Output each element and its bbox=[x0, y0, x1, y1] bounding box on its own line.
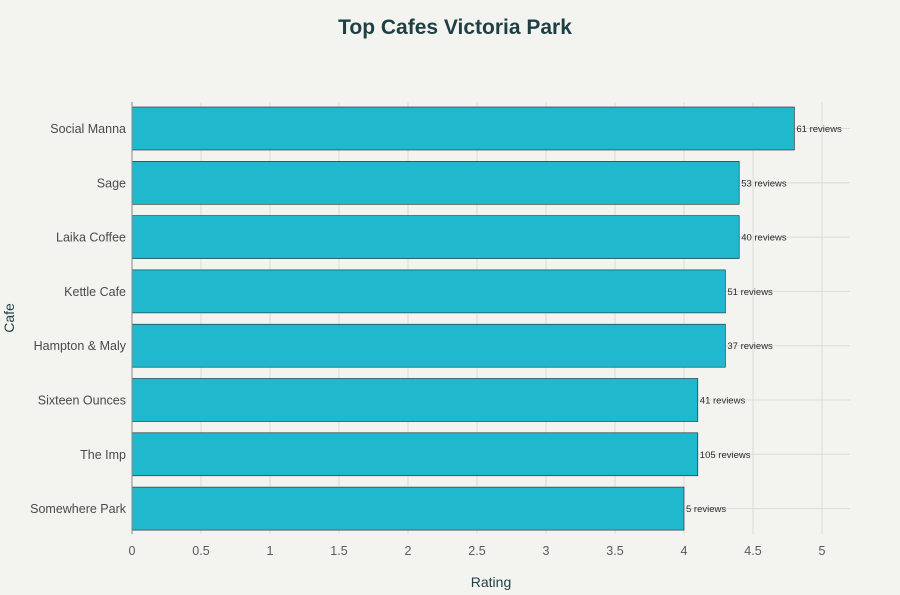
y-axis-title: Cafe bbox=[1, 303, 17, 333]
x-axis-title: Rating bbox=[471, 574, 511, 590]
data-label: 105 reviews bbox=[700, 450, 751, 461]
bar bbox=[131, 378, 699, 422]
y-tick-label: The Imp bbox=[80, 448, 126, 462]
x-tick-label: 0.5 bbox=[192, 544, 209, 558]
chart-title: Top Cafes Victoria Park bbox=[338, 16, 572, 39]
bar bbox=[131, 486, 685, 531]
x-tick-label: 5 bbox=[819, 544, 826, 558]
y-tick-label: Hampton & Maly bbox=[34, 339, 127, 353]
y-tick-label: Somewhere Park bbox=[30, 502, 127, 516]
bar bbox=[131, 106, 795, 151]
data-label: 37 reviews bbox=[727, 341, 773, 352]
x-tick-label: 4.5 bbox=[744, 544, 761, 558]
x-tick-label: 1.5 bbox=[330, 544, 347, 558]
x-tick-label: 3.5 bbox=[606, 544, 623, 558]
labels-layer: 0 0.5 1 1.5 2 2.5 3 3.5 4 4.5 5 Social Manna 61 revi… bbox=[30, 122, 842, 558]
bar bbox=[131, 269, 726, 314]
bar bbox=[131, 215, 740, 259]
data-label: 41 reviews bbox=[700, 396, 746, 407]
y-tick-label: Kettle Cafe bbox=[64, 285, 126, 299]
data-label: 53 reviews bbox=[741, 178, 787, 189]
bar bbox=[131, 432, 699, 477]
x-tick-label: 2.5 bbox=[468, 544, 485, 558]
bars-layer bbox=[131, 106, 795, 531]
y-tick-label: Sixteen Ounces bbox=[38, 394, 126, 408]
x-tick-label: 1 bbox=[267, 544, 274, 558]
y-tick-label: Sage bbox=[97, 176, 126, 190]
x-tick-label: 2 bbox=[405, 544, 412, 558]
data-label: 40 reviews bbox=[741, 233, 787, 244]
x-tick-label: 4 bbox=[681, 544, 688, 558]
data-label: 61 reviews bbox=[796, 124, 842, 135]
y-tick-label: Social Manna bbox=[50, 122, 126, 136]
bar bbox=[131, 323, 726, 368]
data-label: 51 reviews bbox=[727, 287, 773, 298]
bar bbox=[131, 161, 740, 205]
y-tick-label: Laika Coffee bbox=[56, 231, 126, 245]
x-tick-label: 3 bbox=[543, 544, 550, 558]
data-label: 5 reviews bbox=[686, 504, 726, 515]
x-tick-label: 0 bbox=[129, 544, 136, 558]
